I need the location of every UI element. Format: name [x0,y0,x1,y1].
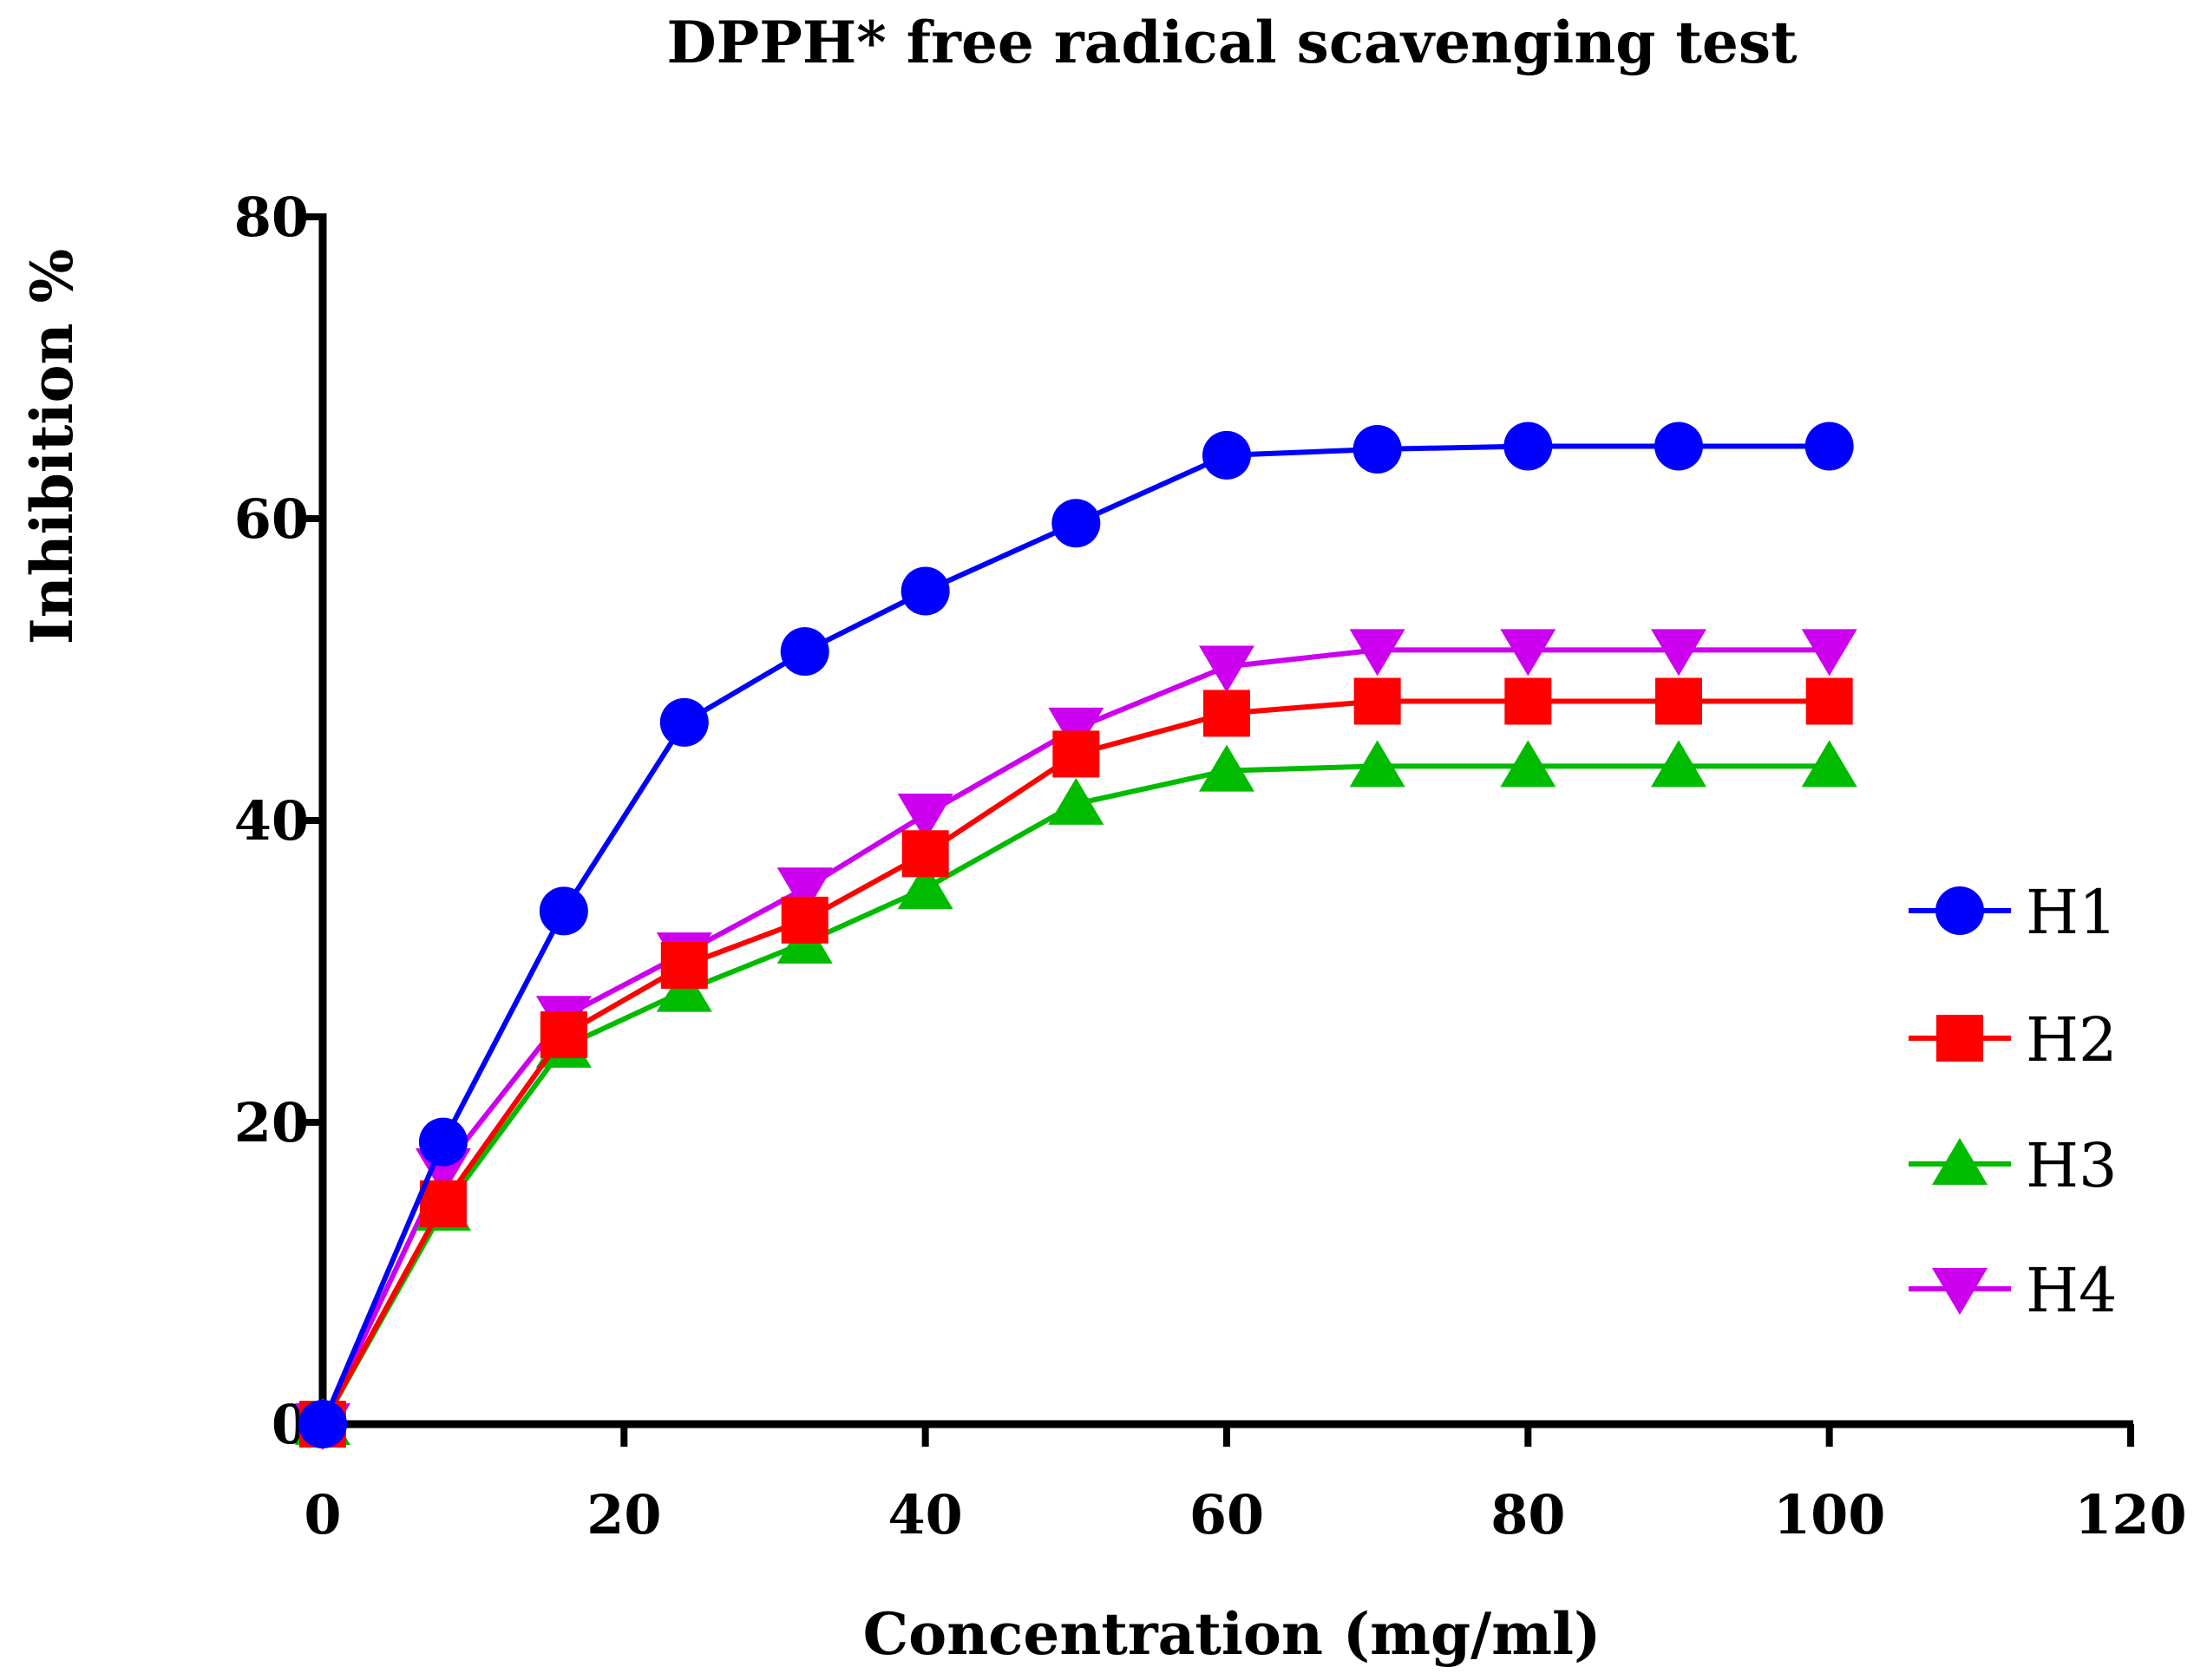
legend-label-h1: H1 [2026,877,2118,948]
chart-title: DPPH* free radical scavenging test [666,9,1798,76]
legend: H1 H2 H3 H4 [1909,877,2118,1326]
point-h4-32 [776,867,833,915]
x-tick-label-40: 40 [888,1483,963,1546]
point-h1-8 [418,1117,468,1167]
point-h4-90 [1651,629,1706,677]
point-h3-100 [1801,740,1857,788]
point-h1-50 [1051,499,1101,548]
point-h3-90 [1651,740,1706,788]
x-tick-label-100: 100 [1773,1483,1885,1546]
point-h2-60 [1203,690,1250,737]
legend-item-h2: H2 [1909,1004,2118,1075]
legend-label-h3: H3 [2026,1130,2118,1201]
point-h2-100 [1805,677,1853,725]
x-tick-label-20: 20 [586,1483,661,1546]
legend-label-h2: H2 [2026,1004,2118,1075]
series-layer [295,422,1857,1450]
point-h2-32 [781,896,828,944]
point-h1-60 [1202,430,1251,480]
point-h2-80 [1504,677,1552,725]
x-tick-label-120: 120 [2074,1483,2186,1546]
point-h2-8 [419,1180,467,1227]
legend-item-h4: H4 [1909,1255,2118,1326]
x-tick-label-0: 0 [304,1483,341,1546]
y-axis-label: Inhibition % [18,249,86,644]
y-tick-label-60: 60 [234,487,309,551]
legend-item-h3: H3 [1909,1130,2118,1201]
point-h2-50 [1052,730,1100,778]
point-h1-32 [780,627,829,677]
point-h2-90 [1655,677,1702,725]
point-h1-100 [1804,422,1854,471]
point-h4-40 [897,794,953,841]
point-h1-24 [659,697,709,747]
line-h2 [320,698,1830,1426]
point-h4-80 [1500,629,1556,677]
x-tick-label-60: 60 [1189,1483,1264,1546]
point-h1-90 [1654,422,1703,471]
line-h1 [320,443,1830,1426]
point-h4-100 [1801,629,1857,677]
point-h1-70 [1352,424,1402,474]
series-h3 [295,740,1857,1445]
point-h2-24 [660,942,708,990]
legend-marker-h3 [1932,1138,1988,1185]
legend-label-h4: H4 [2026,1255,2118,1326]
x-axis-label: Concentration (mg/ml) [863,1600,1601,1668]
point-h1-80 [1503,422,1553,471]
y-tick-label-20: 20 [234,1091,309,1154]
series-h1 [298,422,1854,1448]
point-h2-70 [1353,677,1401,725]
point-h3-40 [897,862,953,910]
point-h4-60 [1199,645,1254,693]
point-h4-70 [1349,629,1405,677]
point-h3-60 [1199,744,1254,792]
legend-item-h1: H1 [1909,877,2118,948]
legend-marker-h2 [1936,1015,1983,1062]
legend-marker-h1 [1935,886,1984,935]
point-h3-70 [1349,740,1405,788]
legend-marker-h4 [1932,1268,1988,1315]
y-tick-label-40: 40 [234,789,309,853]
point-h2-40 [901,830,949,878]
point-h1-40 [901,566,950,616]
y-tick-label-80: 80 [234,186,309,249]
point-h2-16 [540,1011,587,1059]
point-h3-50 [1048,777,1104,825]
point-h1-0 [298,1400,347,1448]
point-h1-16 [539,886,588,936]
point-h3-80 [1500,740,1556,788]
x-tick-label-80: 80 [1490,1483,1565,1546]
line-h3 [320,763,1830,1426]
